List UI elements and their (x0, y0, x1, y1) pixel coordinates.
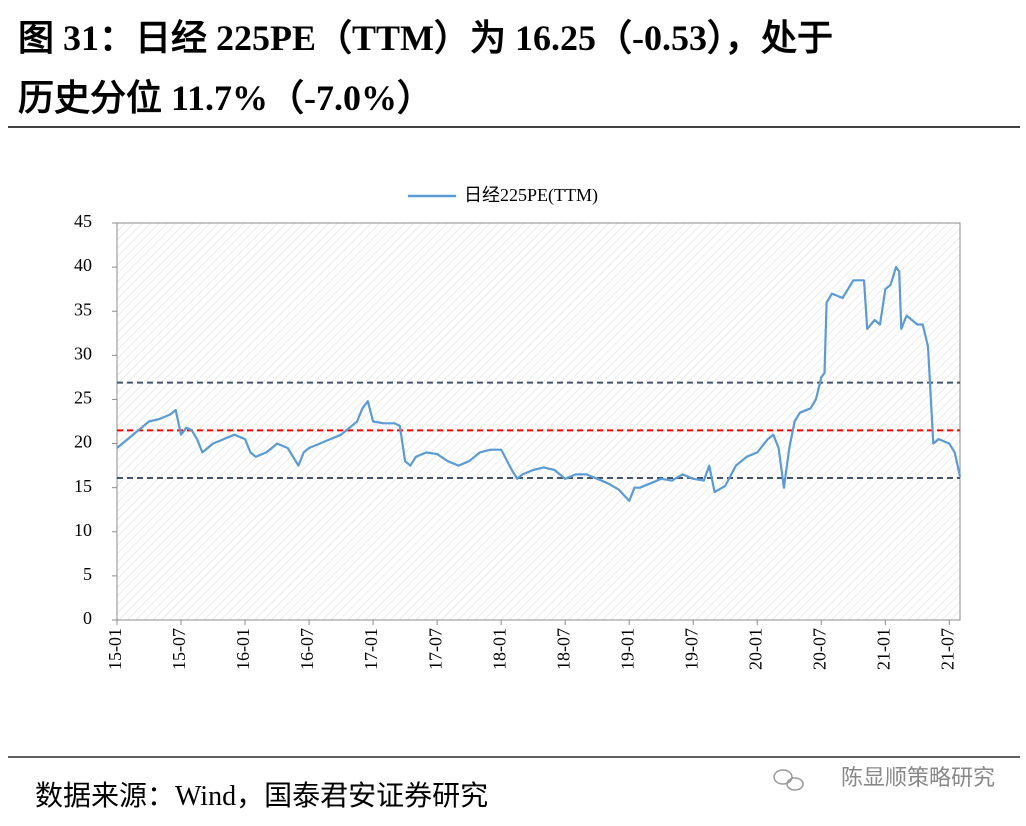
x-tick-label: 15-01 (105, 628, 125, 670)
watermark-icon (773, 769, 804, 791)
x-tick-label: 17-01 (361, 628, 381, 670)
x-tick-label: 19-01 (617, 628, 637, 670)
x-tick-label: 21-07 (937, 628, 957, 670)
x-tick-label: 16-07 (297, 628, 317, 670)
y-tick-label: 5 (83, 564, 92, 584)
y-tick-label: 0 (83, 608, 92, 628)
x-tick-label: 18-07 (553, 628, 573, 670)
x-tick-label: 15-07 (169, 628, 189, 670)
plot-area (116, 222, 961, 621)
y-tick-label: 40 (74, 255, 92, 275)
y-tick-label: 35 (74, 299, 92, 319)
y-tick-label: 20 (74, 432, 92, 452)
title-line: 历史分位 11.7%（-7.0%） (18, 78, 433, 118)
y-tick-label: 10 (74, 520, 92, 540)
source: 数据来源：Wind，国泰君安证券研究 (35, 780, 488, 812)
x-tick-label: 17-07 (425, 628, 445, 670)
x-tick-label: 20-07 (809, 628, 829, 670)
y-tick-label: 25 (74, 388, 92, 408)
y-tick-label: 30 (74, 343, 92, 363)
x-tick-label: 18-01 (489, 628, 509, 670)
x-tick-label: 20-01 (745, 628, 765, 670)
y-tick-label: 15 (74, 476, 92, 496)
x-tick-label: 19-07 (681, 628, 701, 670)
y-tick-label: 45 (74, 211, 92, 231)
series-line (116, 266, 962, 502)
x-tick-label: 16-01 (233, 628, 253, 670)
watermark: 陈显顺策略研究 (841, 766, 995, 791)
title-line: 图 31：日经 225PE（TTM）为 16.25（-0.53），处于 (18, 18, 833, 58)
x-tick-label: 21-01 (873, 628, 893, 670)
chart: 0 5 10 15 20 25 30 35 40 45 15-01 15-07 16-01 16-07 17… (74, 185, 962, 670)
legend-label: 日经225PE(TTM) (464, 185, 598, 206)
